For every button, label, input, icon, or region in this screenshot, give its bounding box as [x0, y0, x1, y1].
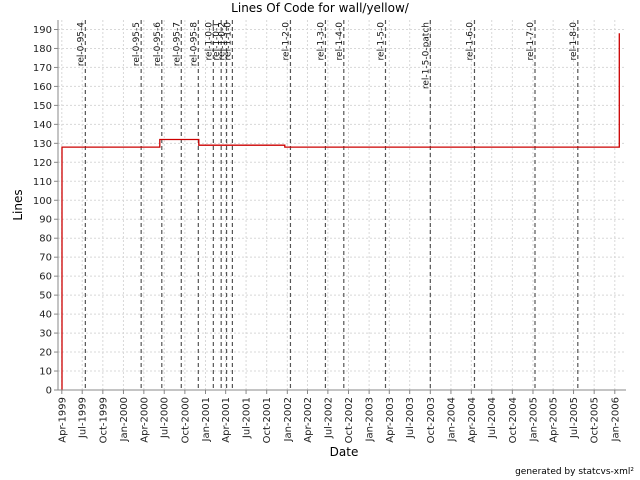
x-tick-label: Jul-2002 [323, 397, 334, 439]
x-tick-label: Jul-1999 [78, 397, 89, 439]
y-tick-label: 0 [46, 386, 52, 397]
x-tick-label: Oct-1999 [98, 397, 109, 443]
release-marker-label: rel-1-0-0 [204, 22, 214, 61]
x-tick-label: Jan-2004 [446, 397, 457, 442]
chart-title: Lines Of Code for wall/yellow/ [231, 1, 410, 15]
x-tick-label: Jul-2003 [405, 397, 416, 439]
x-tick-label: Jan-2001 [201, 397, 212, 442]
x-tick-label: Oct-2003 [426, 397, 437, 443]
x-tick-label: Apr-2002 [303, 397, 314, 443]
y-tick-label: 100 [33, 196, 52, 207]
x-tick-label: Oct-2001 [262, 397, 273, 443]
y-tick-label: 90 [39, 215, 52, 226]
release-marker-label: rel-1-0-1 [212, 22, 222, 60]
credit-text: generated by statcvs-xml² [515, 467, 634, 477]
x-tick-label: Jul-2004 [487, 397, 498, 439]
y-ticks: 0 10 20 30 40 50 60 70 80 90 100 110 120 130 140 150 160… [33, 25, 58, 397]
x-tick-label: Oct-2002 [344, 397, 355, 443]
y-tick-label: 160 [33, 82, 52, 93]
release-marker-label: rel-1-8-0 [569, 22, 579, 61]
x-tick-label: Apr-2004 [467, 397, 478, 443]
x-ticks: Apr-1999 Jul-1999 Oct-1999 Jan-2000 Apr-2000… [57, 390, 621, 443]
y-tick-label: 40 [39, 310, 52, 321]
release-marker-label: rel-1-1-0 [223, 22, 233, 61]
x-tick-label: Apr-2000 [139, 397, 150, 443]
release-marker-label: rel-1-5-0 [376, 22, 386, 61]
release-marker-label: rel-1-0-2 [218, 22, 228, 60]
axes [57, 20, 626, 391]
x-tick-label: Jan-2005 [528, 397, 539, 442]
y-tick-label: 140 [33, 120, 52, 131]
y-tick-label: 70 [39, 253, 52, 264]
y-tick-label: 60 [39, 272, 52, 283]
x-axis-title: Date [330, 445, 359, 459]
y-tick-label: 30 [39, 329, 52, 340]
y-tick-label: 130 [33, 139, 52, 150]
y-tick-label: 150 [33, 101, 52, 112]
x-tick-label: Jan-2003 [365, 397, 376, 442]
x-tick-label: Jul-2001 [242, 397, 253, 439]
x-tick-label: Oct-2000 [180, 397, 191, 443]
x-tick-label: Jul-2005 [569, 397, 580, 439]
y-tick-label: 190 [33, 25, 52, 36]
release-marker-label: rel-0-95-5 [132, 22, 142, 66]
x-tick-label: Apr-1999 [57, 397, 68, 443]
release-marker-label: rel-1-3-0 [316, 22, 326, 61]
x-tick-label: Oct-2005 [590, 397, 601, 443]
release-marker-label: rel-1-6-0 [465, 22, 475, 61]
y-tick-label: 20 [39, 348, 52, 359]
x-tick-label: Jan-2000 [119, 397, 130, 442]
y-tick-label: 50 [39, 291, 52, 302]
series-line [61, 33, 620, 391]
y-axis-title: Lines [11, 189, 25, 220]
release-marker-label: rel-0-95-6 [153, 22, 163, 66]
x-tick-label: Apr-2005 [549, 397, 560, 443]
release-marker-label: rel-1-5-0-patch [421, 22, 431, 89]
release-markers: rel-0-95-4 rel-0-95-5 rel-0-95-6 rel-0-95-7… [76, 20, 579, 390]
y-tick-label: 180 [33, 44, 52, 55]
release-marker-label: rel-1-4-0 [335, 22, 345, 61]
x-tick-label: Oct-2004 [508, 397, 519, 443]
y-tick-label: 10 [39, 367, 52, 378]
release-marker-label: rel-0-95-7 [172, 22, 182, 66]
y-tick-label: 120 [33, 158, 52, 169]
x-tick-label: Jan-2002 [283, 397, 294, 442]
x-tick-label: Jul-2000 [160, 397, 171, 439]
y-tick-label: 80 [39, 234, 52, 245]
series-layer [61, 33, 620, 391]
x-tick-label: Jan-2006 [610, 397, 621, 442]
x-tick-label: Apr-2001 [221, 397, 232, 443]
release-marker-label: rel-1-7-0 [526, 22, 536, 61]
release-marker-label: rel-1-2-0 [281, 22, 291, 61]
grid [58, 20, 626, 391]
y-tick-label: 170 [33, 63, 52, 74]
y-tick-label: 110 [33, 177, 52, 188]
release-marker-label: rel-0-95-4 [76, 22, 86, 66]
release-marker-label: rel-0-95-8 [189, 22, 199, 66]
x-tick-label: Apr-2003 [385, 397, 396, 443]
